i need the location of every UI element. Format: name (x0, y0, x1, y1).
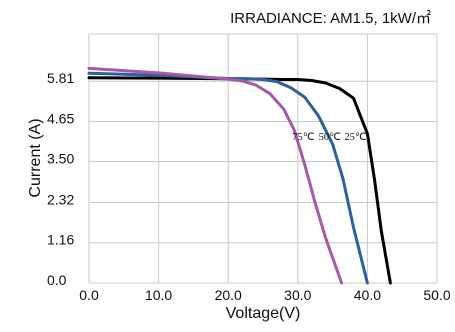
series-line (87, 66, 344, 285)
x-tick-label: 50.0 (423, 287, 450, 303)
x-tick-label: 0.0 (79, 287, 99, 303)
series-label: 25℃ (344, 132, 367, 143)
x-tick-label: 10.0 (145, 287, 172, 303)
x-tick-label: 30.0 (284, 287, 311, 303)
grid-lines (88, 33, 438, 284)
x-tick-labels: 0.0 10.0 20.0 30.0 40.0 50.0 (79, 287, 451, 303)
y-tick-label: 3.50 (47, 150, 74, 166)
x-tick-label: 20.0 (215, 287, 242, 303)
x-tick-label: 40.0 (354, 287, 381, 303)
irradiance-annotation: IRRADIANCE: AM1.5, 1kW/㎡ (230, 10, 431, 27)
series-label: 50℃ (319, 132, 342, 143)
series-lines (87, 66, 392, 285)
y-axis-title: Current (A) (27, 118, 44, 197)
y-tick-label: 2.32 (47, 191, 74, 207)
y-tick-label: 4.65 (47, 111, 74, 127)
series-label: 75℃ (292, 132, 315, 143)
x-axis-title: Voltage(V) (226, 305, 301, 322)
y-tick-label: 5.81 (47, 70, 74, 86)
y-tick-label: 0.0 (47, 272, 67, 288)
y-tick-label: 1.16 (47, 232, 74, 248)
y-tick-labels: 0.0 1.16 2.32 3.50 4.65 5.81 (47, 70, 74, 288)
series-labels: 25℃50℃ 75℃ (292, 132, 367, 143)
